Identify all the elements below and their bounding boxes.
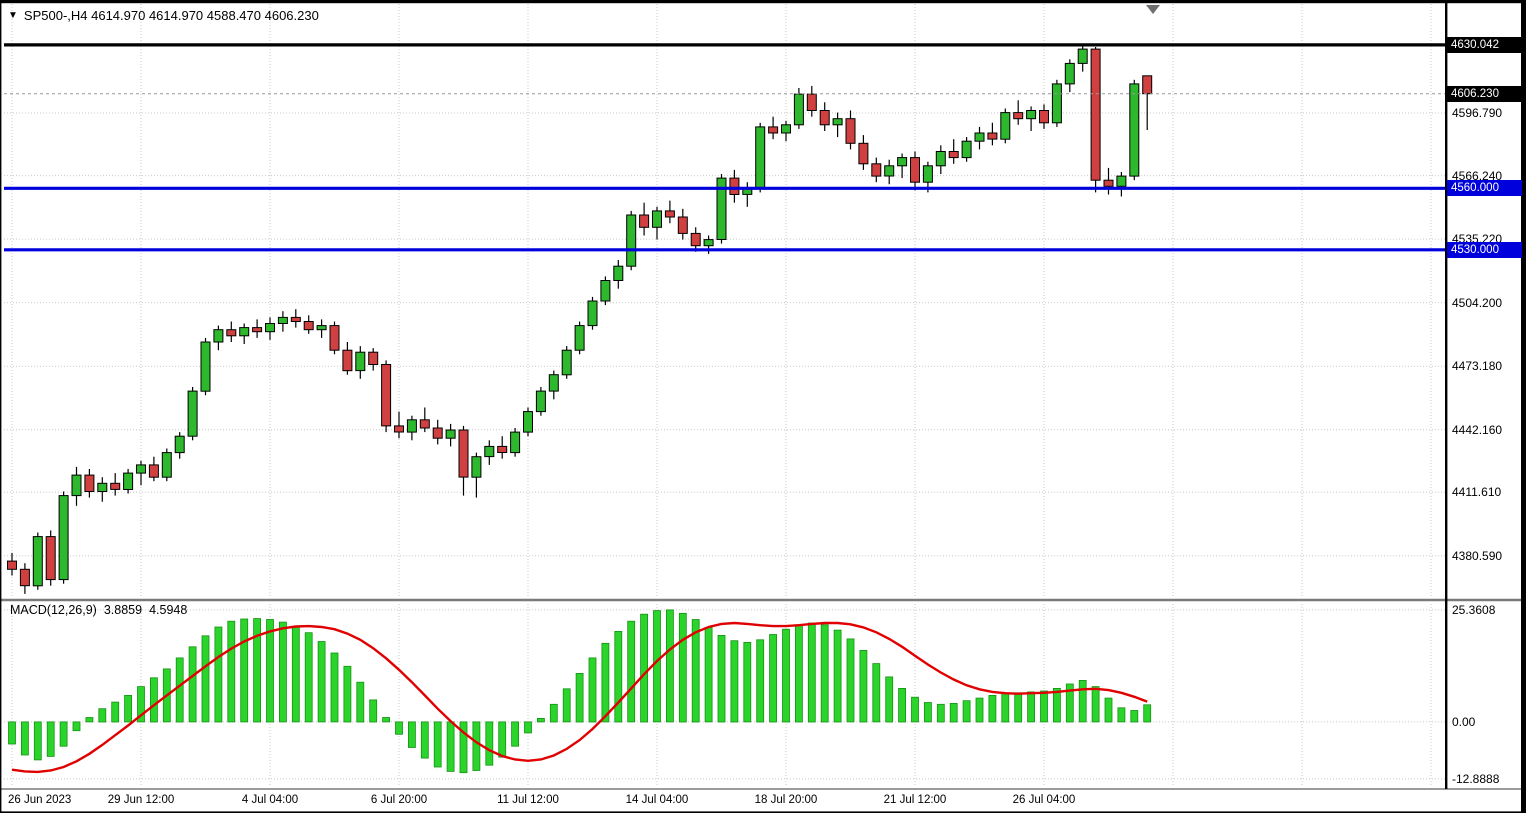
price-axis-label: 4473.180	[1452, 359, 1503, 374]
indicator-name: MACD(12,26,9)	[10, 603, 97, 617]
time-axis-label: 6 Jul 20:00	[370, 794, 428, 806]
price-axis-label: 4442.160	[1452, 422, 1503, 437]
indicator-label: MACD(12,26,9) 3.8859 4.5948	[10, 603, 187, 617]
price-axis-label: 4411.610	[1452, 485, 1502, 500]
price-badge: 4630.042	[1447, 36, 1522, 53]
indicator-signal-value: 4.5948	[149, 603, 188, 617]
time-axis-label: 18 Jul 20:00	[754, 794, 818, 806]
time-axis-label: 26 Jun 2023	[8, 794, 72, 806]
chart-title-text: SP500-,H4 4614.970 4614.970 4588.470 460…	[23, 8, 319, 23]
macd-axis-label: 0.00	[1452, 714, 1476, 729]
chart-shift-marker-icon[interactable]	[1146, 5, 1160, 14]
macd-axis-label: 25.3608	[1452, 602, 1496, 617]
indicator-macd-value: 3.8859	[103, 603, 143, 617]
price-axis-label: 4596.790	[1452, 105, 1503, 120]
price-axis-label: 4504.200	[1452, 295, 1503, 310]
price-badge: 4560.000	[1447, 180, 1522, 197]
time-axis-label: 26 Jul 04:00	[1012, 794, 1076, 806]
symbol-marker-icon: ▼	[8, 9, 18, 21]
time-axis-label: 11 Jul 12:00	[497, 794, 559, 806]
macd-axis-label: -12.8888	[1452, 771, 1500, 786]
time-axis-label: 4 Jul 04:00	[241, 794, 299, 806]
time-axis-label: 21 Jul 12:00	[883, 794, 947, 806]
price-axis-label: 4566.240	[1452, 168, 1503, 183]
time-axis-label: 14 Jul 04:00	[625, 794, 689, 806]
price-badge: 4530.000	[1447, 241, 1522, 258]
price-badge: 4606.230	[1447, 85, 1522, 102]
time-axis-label: 29 Jun 12:00	[107, 794, 175, 806]
price-axis-label: 4380.590	[1452, 548, 1503, 563]
chart-title: ▼ SP500-,H4 4614.970 4614.970 4588.470 4…	[8, 8, 319, 23]
